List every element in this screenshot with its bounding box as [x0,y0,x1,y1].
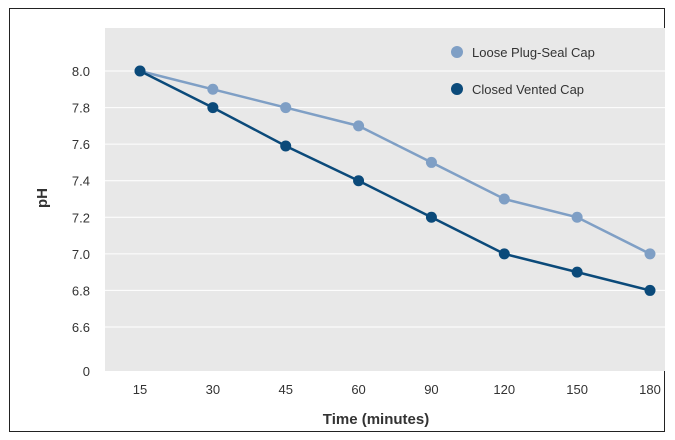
series-line-1 [139,69,651,255]
y-tick-label: 6.6 [72,320,90,335]
data-point [644,248,656,260]
legend-label: Closed Vented Cap [472,82,584,97]
data-point [353,120,365,132]
series-layer [134,65,656,296]
y-tick-label: 6.8 [72,283,90,298]
y-tick-label: 0 [83,364,90,379]
y-tick-label: 7.6 [72,137,90,152]
data-point [280,140,292,152]
x-tick-label: 90 [424,382,438,397]
x-tick-label: 45 [278,382,292,397]
y-axis-title: pH [34,188,51,208]
data-point [571,211,583,223]
data-point [425,156,437,168]
data-point [498,193,510,205]
data-point [280,102,292,114]
grid-lines [105,70,665,328]
x-axis-ticks: 15 30 45 60 90 120 150 180 [133,382,661,397]
legend-marker [451,46,463,58]
legend: Loose Plug-Seal Cap Closed Vented Cap [451,45,595,97]
x-tick-label: 60 [351,382,365,397]
y-axis-ticks: 0 6.6 6.8 7.0 7.2 7.4 7.6 7.8 8.0 [72,64,90,379]
data-point [134,65,146,77]
x-tick-label: 30 [206,382,220,397]
x-tick-label: 180 [639,382,661,397]
data-point [207,83,219,95]
data-point [425,211,437,223]
y-tick-label: 7.8 [72,101,90,116]
y-tick-label: 8.0 [72,64,90,79]
legend-label: Loose Plug-Seal Cap [472,45,595,60]
series-line-2 [139,69,651,292]
x-tick-label: 120 [493,382,515,397]
data-point [571,266,583,278]
y-tick-label: 7.0 [72,247,90,262]
y-tick-label: 7.2 [72,210,90,225]
x-tick-label: 150 [566,382,588,397]
data-point [644,284,656,296]
y-tick-label: 7.4 [72,174,90,189]
plot-area [105,28,665,371]
x-tick-label: 15 [133,382,147,397]
legend-marker [451,83,463,95]
data-point [498,248,510,260]
data-point [353,175,365,187]
x-axis-title: Time (minutes) [323,411,429,428]
data-point [207,102,219,114]
